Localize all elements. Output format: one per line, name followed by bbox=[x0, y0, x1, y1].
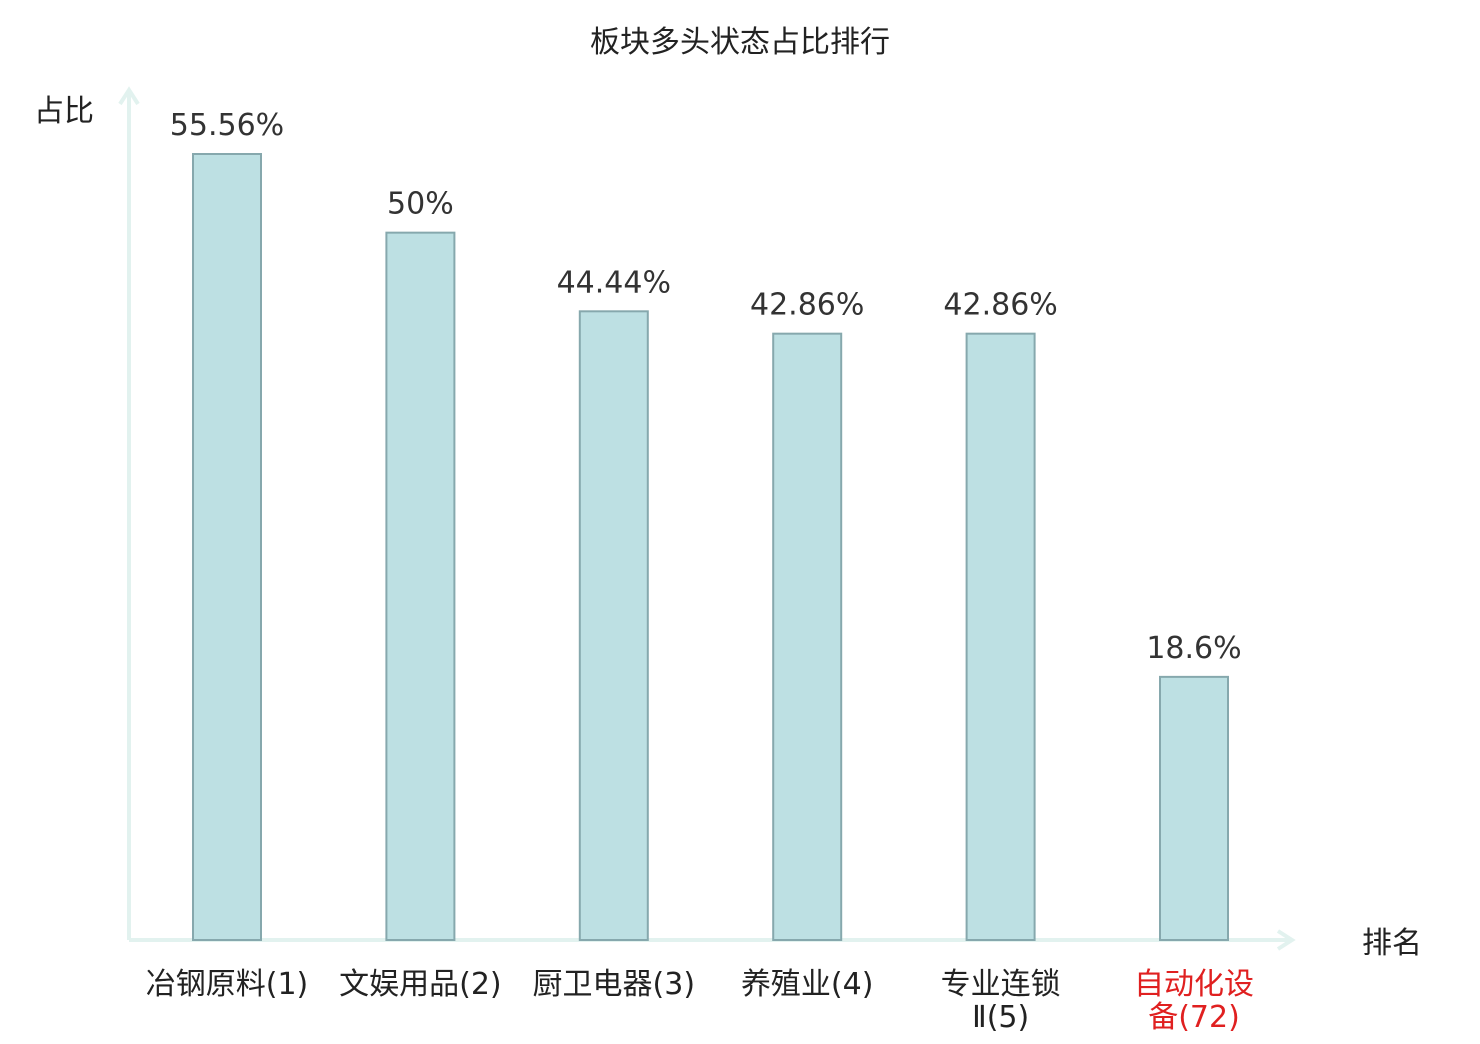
bar bbox=[1159, 675, 1229, 941]
x-tick-label: 养殖业(4) bbox=[741, 967, 874, 1002]
y-axis-arrow bbox=[118, 86, 140, 106]
y-axis-label: 占比 bbox=[34, 94, 94, 129]
x-tick-label: 专业连锁 bbox=[941, 967, 1061, 1002]
x-tick-label: 自动化设 bbox=[1134, 967, 1254, 1002]
x-tick-label: 冶钢原料(1) bbox=[146, 967, 309, 1002]
bar bbox=[772, 332, 843, 941]
data-label: 55.56% bbox=[170, 108, 284, 143]
data-label: 44.44% bbox=[557, 265, 671, 300]
data-label: 50% bbox=[387, 187, 454, 222]
bar bbox=[965, 332, 1036, 941]
axes bbox=[118, 86, 1296, 951]
bar bbox=[578, 310, 649, 941]
x-axis-label: 排名 bbox=[1362, 926, 1422, 961]
chart-title: 板块多头状态占比排行 bbox=[590, 25, 890, 60]
data-label: 42.86% bbox=[943, 288, 1057, 323]
bar bbox=[385, 231, 456, 941]
x-tick-label: 备(72) bbox=[1148, 1000, 1240, 1035]
data-label: 42.86% bbox=[750, 288, 864, 323]
data-label: 18.6% bbox=[1146, 631, 1241, 666]
labels-group: 55.56% 冶钢原料(1) 50% 文娱用品(2) 44.44% 厨卫电器(3) 42.8… bbox=[146, 108, 1254, 1035]
x-tick-label: 文娱用品(2) bbox=[339, 967, 502, 1002]
bar bbox=[192, 153, 262, 941]
x-axis-arrow bbox=[1276, 929, 1296, 951]
bars-group bbox=[192, 153, 1229, 941]
x-tick-label: 厨卫电器(3) bbox=[533, 967, 696, 1002]
x-tick-label: Ⅱ(5) bbox=[972, 1000, 1029, 1035]
